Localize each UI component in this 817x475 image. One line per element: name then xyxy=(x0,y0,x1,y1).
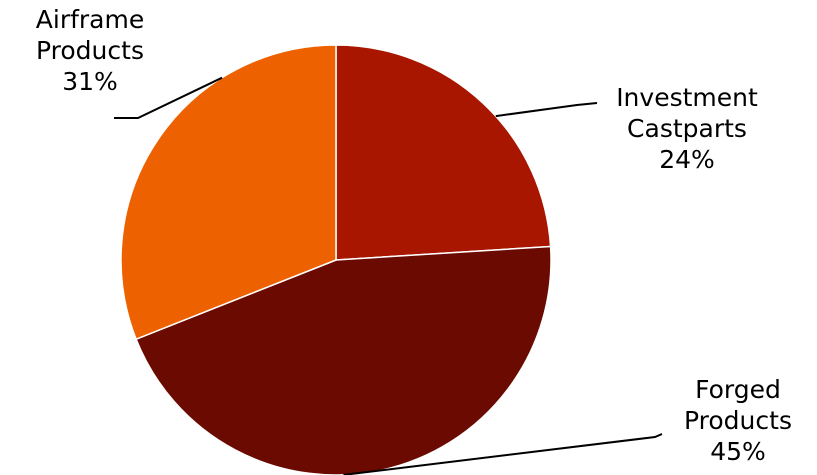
label-line-2: Castparts xyxy=(627,114,747,143)
label-investment-castparts: Investment Castparts 24% xyxy=(597,82,777,175)
leader-line-airframe-products xyxy=(114,76,223,119)
label-line-2: Products xyxy=(36,36,144,65)
pie-slice-airframe-products xyxy=(120,44,337,341)
label-line-1: Airframe xyxy=(35,5,145,34)
label-percent: 31% xyxy=(62,67,118,96)
label-percent: 45% xyxy=(710,437,766,466)
label-airframe-products: Airframe Products 31% xyxy=(10,4,170,97)
label-percent: 24% xyxy=(659,145,715,174)
label-line-2: Products xyxy=(684,406,792,435)
leader-line-investment-castparts xyxy=(495,102,598,118)
pie-slice-investment-castparts xyxy=(335,44,552,261)
leader-line-forged-products xyxy=(343,433,663,475)
label-line-1: Investment xyxy=(616,83,758,112)
label-forged-products: Forged Products 45% xyxy=(662,374,814,467)
label-line-1: Forged xyxy=(695,375,781,404)
